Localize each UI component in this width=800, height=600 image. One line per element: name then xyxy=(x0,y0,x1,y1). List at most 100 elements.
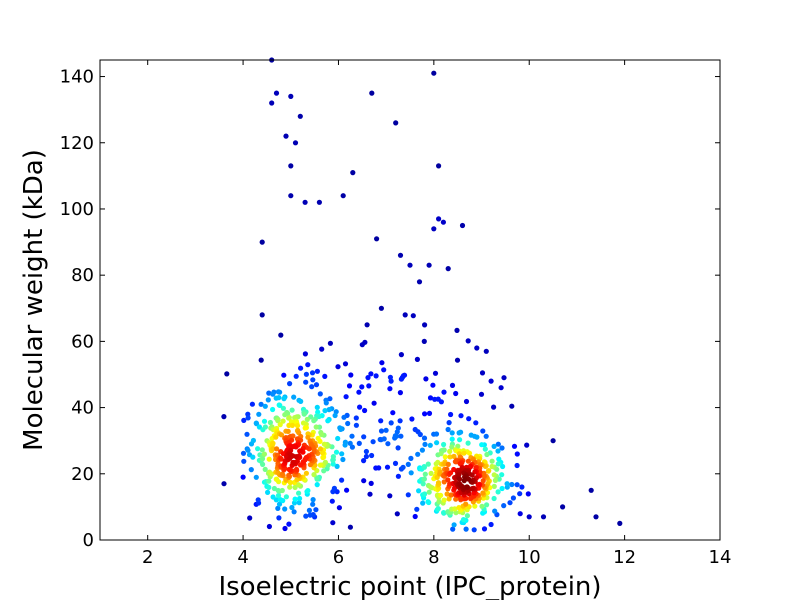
data-point xyxy=(248,467,254,473)
data-point xyxy=(514,482,520,488)
data-point xyxy=(310,501,316,507)
y-tick-label: 20 xyxy=(71,464,94,485)
data-point xyxy=(466,416,472,422)
x-axis-label: Isoelectric point (IPC_protein) xyxy=(218,572,601,600)
data-point xyxy=(256,424,262,430)
data-point xyxy=(457,437,463,443)
data-point xyxy=(250,454,256,460)
data-point xyxy=(319,346,325,352)
data-point xyxy=(300,420,307,426)
data-point xyxy=(489,463,495,470)
data-point xyxy=(479,370,486,376)
data-point xyxy=(363,448,369,455)
x-tick-label: 10 xyxy=(518,547,541,568)
data-point xyxy=(384,464,391,470)
data-point xyxy=(276,501,283,507)
data-point xyxy=(450,526,456,532)
data-point xyxy=(540,514,547,520)
data-point xyxy=(258,357,264,363)
data-point xyxy=(277,497,283,503)
data-point xyxy=(331,485,337,491)
data-point xyxy=(329,498,335,504)
data-point xyxy=(303,470,309,476)
data-point xyxy=(267,419,273,426)
data-point xyxy=(306,507,312,513)
data-point xyxy=(495,489,501,495)
data-point xyxy=(397,252,404,258)
data-point xyxy=(405,492,411,498)
data-point xyxy=(368,480,374,486)
data-point xyxy=(298,398,304,404)
data-point xyxy=(288,93,294,99)
data-point xyxy=(270,440,276,446)
data-point xyxy=(273,90,280,96)
data-point xyxy=(465,338,471,344)
data-point xyxy=(275,487,281,494)
data-point xyxy=(288,163,294,169)
data-point xyxy=(498,385,504,391)
data-point xyxy=(247,515,253,521)
data-point xyxy=(290,453,296,459)
data-point xyxy=(492,477,498,483)
data-point xyxy=(416,279,423,285)
data-point xyxy=(261,418,268,424)
data-point xyxy=(348,372,354,378)
data-point xyxy=(334,463,340,469)
data-point xyxy=(501,503,507,509)
data-point xyxy=(425,461,431,467)
data-point xyxy=(473,420,479,426)
data-point xyxy=(480,478,486,484)
data-point xyxy=(499,445,505,451)
data-point xyxy=(617,520,623,527)
data-point xyxy=(491,443,497,449)
data-point xyxy=(347,524,353,530)
y-tick-label: 100 xyxy=(60,199,94,220)
data-point xyxy=(307,512,313,518)
data-point xyxy=(278,456,284,462)
data-point xyxy=(441,509,447,516)
data-point xyxy=(420,500,426,506)
data-point xyxy=(496,456,502,462)
data-point xyxy=(456,430,462,436)
data-point xyxy=(441,441,447,448)
data-point xyxy=(253,474,259,480)
data-point xyxy=(441,497,447,503)
data-point xyxy=(472,503,478,509)
data-point xyxy=(433,431,440,437)
data-point xyxy=(276,395,282,401)
data-point xyxy=(266,390,272,396)
data-point xyxy=(419,447,425,453)
data-point xyxy=(454,357,461,363)
data-point xyxy=(381,367,387,373)
data-point xyxy=(343,394,349,400)
data-point xyxy=(255,446,261,452)
data-point xyxy=(273,434,279,440)
data-point xyxy=(316,199,322,205)
data-point xyxy=(593,514,599,520)
data-point xyxy=(464,513,470,519)
data-point xyxy=(346,383,353,389)
data-point xyxy=(378,428,385,434)
data-point xyxy=(266,484,272,490)
data-point xyxy=(400,464,406,470)
data-point xyxy=(398,433,404,439)
data-point xyxy=(368,371,374,377)
data-point xyxy=(319,431,325,438)
data-point xyxy=(451,522,457,528)
data-point xyxy=(269,100,275,106)
data-point xyxy=(309,384,315,390)
data-point xyxy=(385,441,391,447)
data-point xyxy=(296,500,302,506)
data-point xyxy=(313,507,319,513)
x-tick-label: 14 xyxy=(709,547,732,568)
data-point xyxy=(290,444,296,450)
data-point xyxy=(463,526,469,532)
data-point xyxy=(426,410,433,416)
data-point xyxy=(491,404,497,410)
data-point xyxy=(519,484,525,490)
data-point xyxy=(422,471,428,477)
data-point xyxy=(240,474,246,480)
data-point xyxy=(259,239,265,245)
data-point xyxy=(281,396,287,402)
data-point xyxy=(330,520,336,526)
